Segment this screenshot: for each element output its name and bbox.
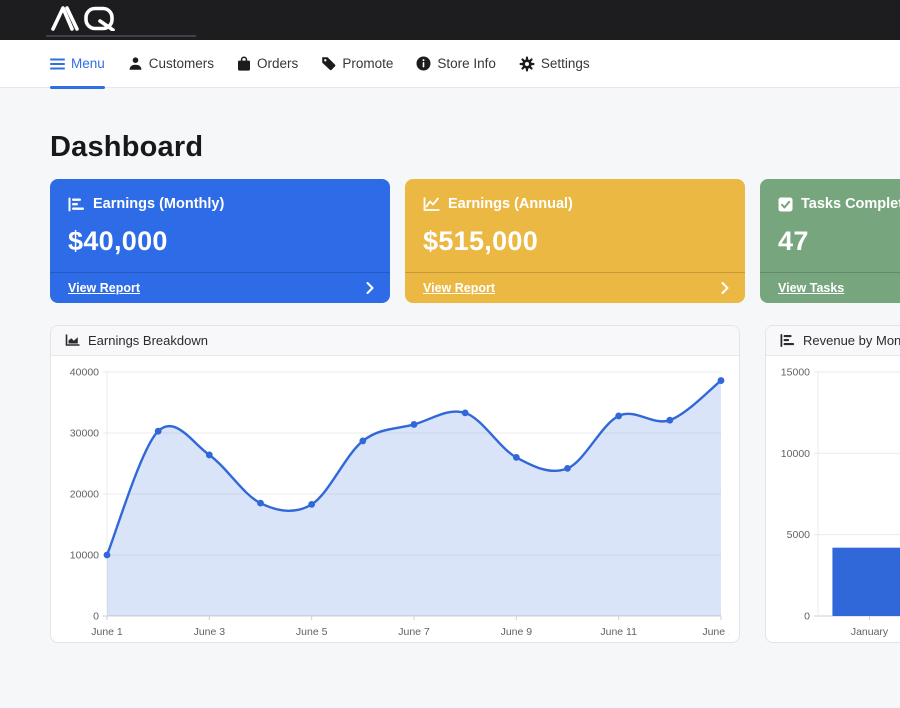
svg-text:15000: 15000: [781, 367, 810, 379]
svg-text:June 1: June 1: [91, 626, 123, 638]
stat-card-tasks-completed: Tasks Completed 47 View Tasks: [760, 179, 900, 303]
svg-text:5000: 5000: [787, 529, 811, 541]
chart-cards-row: Earnings Breakdown 0 10000 20000 30000 40000…: [50, 325, 900, 643]
shopping-bag-icon: [238, 56, 251, 71]
stat-card-title: Tasks Completed: [801, 196, 900, 212]
nav-item-label: Promote: [342, 56, 394, 71]
main-content: Dashboard Earnings (Monthly) $40,000 Vie…: [0, 131, 900, 643]
nav-item-settings[interactable]: Settings: [519, 40, 590, 87]
svg-text:20000: 20000: [70, 489, 99, 501]
chevron-right-icon: [366, 282, 374, 294]
nav-item-label: Orders: [257, 56, 299, 71]
gear-icon: [519, 56, 535, 71]
stat-card-body: Earnings (Annual) $515,000: [405, 179, 745, 272]
hamburger-icon: [50, 58, 65, 69]
svg-text:January: January: [851, 626, 889, 638]
line-chart-icon: [423, 197, 440, 211]
stat-card-title-row: Earnings (Monthly): [68, 196, 372, 212]
revenue-by-month-chart-card: Revenue by Month 0 5000 10000 15000 January: [765, 325, 900, 643]
nav-item-label: Store Info: [437, 56, 496, 71]
nav-item-store-info[interactable]: Store Info: [416, 40, 496, 87]
svg-text:June 13: June 13: [702, 626, 729, 638]
view-tasks-link[interactable]: View Tasks: [778, 281, 845, 295]
stat-card-title: Earnings (Monthly): [93, 196, 225, 212]
svg-text:June 3: June 3: [194, 626, 226, 638]
chart-card-title: Earnings Breakdown: [88, 333, 208, 348]
stat-card-earnings-annual: Earnings (Annual) $515,000 View Report: [405, 179, 745, 303]
chart-card-header: Revenue by Month: [766, 326, 900, 356]
main-nav: Menu Customers Orders Promote Store Info: [0, 40, 900, 89]
stat-card-value: $40,000: [68, 226, 168, 256]
nav-item-orders[interactable]: Orders: [237, 40, 298, 87]
stat-card-title-row: Tasks Completed: [778, 196, 900, 212]
stat-card-earnings-monthly: Earnings (Monthly) $40,000 View Report: [50, 179, 390, 303]
nav-item-menu[interactable]: Menu: [50, 40, 105, 89]
stat-card-title-row: Earnings (Annual): [423, 196, 727, 212]
svg-text:30000: 30000: [70, 428, 99, 440]
earnings-breakdown-chart-card: Earnings Breakdown 0 10000 20000 30000 40000…: [50, 325, 740, 643]
svg-text:0: 0: [93, 611, 99, 623]
top-header-bar: [0, 0, 900, 40]
view-report-link-row[interactable]: View Report: [50, 272, 390, 303]
svg-text:40000: 40000: [70, 367, 99, 379]
stat-card-value: $515,000: [423, 226, 539, 256]
chart-icon: [780, 334, 795, 347]
svg-text:June 11: June 11: [600, 626, 637, 638]
svg-text:10000: 10000: [70, 550, 99, 562]
view-tasks-link-row[interactable]: View Tasks: [760, 272, 900, 303]
chart-card-header: Earnings Breakdown: [51, 326, 739, 356]
chart-icon: [65, 334, 80, 346]
stat-card-value: 47: [778, 226, 809, 256]
stat-card-title: Earnings (Annual): [448, 196, 573, 212]
nav-item-promote[interactable]: Promote: [321, 40, 393, 87]
person-icon: [129, 57, 142, 70]
brand-logo[interactable]: [46, 3, 196, 37]
view-report-link[interactable]: View Report: [68, 281, 141, 295]
chart-card-title: Revenue by Month: [803, 333, 900, 348]
chevron-right-icon: [721, 282, 729, 294]
brand-logo-icon: [51, 6, 115, 31]
nav-item-customers[interactable]: Customers: [128, 40, 214, 87]
revenue-by-month-bar-chart: 0 5000 10000 15000 January: [781, 367, 900, 638]
svg-text:0: 0: [804, 611, 810, 623]
view-report-link[interactable]: View Report: [423, 281, 496, 295]
svg-text:June 7: June 7: [398, 626, 430, 638]
page-title: Dashboard: [50, 131, 204, 163]
svg-text:June 9: June 9: [501, 626, 533, 638]
chart-card-body: 0 10000 20000 30000 40000 June 1 June 3 June 5 J…: [51, 356, 739, 642]
svg-text:June 5: June 5: [296, 626, 328, 638]
stat-card-body: Tasks Completed 47: [760, 179, 900, 272]
stat-cards-row: Earnings (Monthly) $40,000 View Report E: [50, 179, 900, 303]
chart-card-body: 0 5000 10000 15000 January: [766, 356, 900, 642]
view-report-link-row[interactable]: View Report: [405, 272, 745, 303]
bar-chart-icon: [68, 197, 84, 211]
nav-item-label: Customers: [148, 56, 215, 71]
tag-icon: [322, 57, 336, 71]
nav-item-label: Settings: [540, 56, 590, 71]
info-circle-icon: [416, 56, 431, 71]
earnings-breakdown-area-chart: 0 10000 20000 30000 40000 June 1 June 3 June 5 J…: [70, 367, 739, 639]
check-square-icon: [778, 197, 793, 211]
svg-text:10000: 10000: [781, 448, 810, 460]
nav-item-label: Menu: [71, 56, 105, 71]
stat-card-body: Earnings (Monthly) $40,000: [50, 179, 390, 272]
